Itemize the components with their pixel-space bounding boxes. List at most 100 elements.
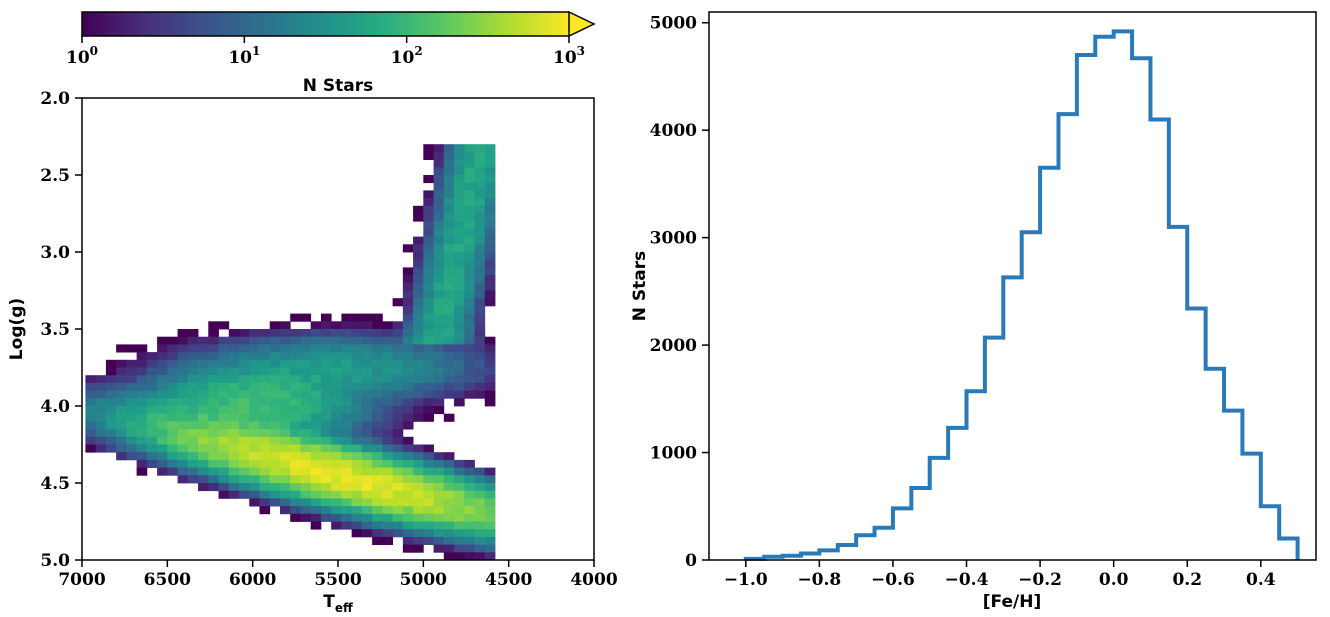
heatmap-cell: [177, 406, 189, 415]
heatmap-cell: [126, 375, 138, 384]
histogram-y-tick-label: 5000: [650, 14, 697, 34]
heatmap-cell: [443, 298, 455, 307]
heatmap-cell: [454, 275, 465, 284]
heatmap-cell: [279, 398, 291, 407]
heatmap-cell: [187, 375, 199, 384]
histogram-panel: −1.0 −0.8 −0.6 −0.4 −0.2 0.0 0.2 0.4 0 1000 2000 3…: [630, 11, 1317, 612]
heatmap-cell: [249, 398, 260, 407]
heatmap-cell: [320, 459, 332, 468]
heatmap-cell: [198, 429, 209, 438]
heatmap-cell: [464, 513, 475, 522]
heatmap-cell: [454, 390, 465, 399]
heatmap-cell: [361, 521, 373, 530]
heatmap-cell: [413, 244, 424, 253]
heatmap-cell: [218, 421, 230, 430]
heatmap-cell: [239, 436, 250, 445]
heatmap-cell: [290, 513, 301, 522]
heatmap-cell: [423, 213, 434, 222]
heatmap-cell: [331, 329, 342, 338]
heatmap-cell: [443, 190, 455, 199]
heatmap-cell: [187, 352, 199, 361]
heatmap-cell: [484, 544, 496, 553]
colorbar-tick-label: 101: [228, 44, 260, 68]
heatmap-cell: [361, 413, 373, 422]
heatmap-cell: [351, 483, 363, 492]
heatmap-cell: [474, 159, 486, 168]
heatmap-cell: [474, 521, 486, 530]
heatmap-cell: [423, 259, 434, 268]
heatmap-cell: [392, 390, 404, 399]
heatmap-cell: [259, 352, 271, 361]
histogram-x-tick-label: −0.4: [945, 570, 989, 590]
heatmap-cell: [218, 444, 230, 453]
heatmap-cell: [136, 398, 148, 407]
heatmap-cell: [228, 359, 240, 368]
heatmap-cell: [361, 529, 373, 538]
heatmap-cell: [402, 329, 414, 338]
heatmap-cell: [433, 159, 445, 168]
heatmap-cell: [433, 506, 445, 515]
heatmap-cell: [464, 536, 475, 545]
heatmap-cell: [167, 382, 178, 391]
heatmap-cell: [392, 475, 404, 484]
heatmap-cell: [413, 521, 424, 530]
heatmap-cell: [269, 367, 281, 376]
heatmap-cell: [290, 421, 301, 430]
heatmap-cell: [177, 421, 189, 430]
heatmap-cell: [228, 436, 240, 445]
heatmap-cell: [146, 444, 158, 453]
heatmap-cell: [105, 421, 117, 430]
heatmap-cell: [136, 406, 148, 415]
heatmap-cell: [228, 429, 240, 438]
heatmap-cell: [402, 452, 414, 461]
heatmap-cell: [433, 459, 445, 468]
heatmap-cell: [228, 413, 240, 422]
heatmap-cell: [341, 359, 353, 368]
heatmap-cell: [484, 236, 496, 245]
heatmap-cell: [259, 359, 271, 368]
heatmap-cell: [341, 406, 353, 415]
heatmap-cell: [146, 421, 158, 430]
heatmap-cell: [474, 236, 486, 245]
heatmap-cell: [208, 452, 219, 461]
heatmap-cell: [361, 467, 373, 476]
heatmap-cell: [402, 344, 414, 353]
heatmap-cell: [464, 344, 475, 353]
heatmap-cell: [484, 205, 496, 214]
heatmap-cell: [310, 367, 322, 376]
heatmap-cell: [85, 421, 97, 430]
heatmap-cell: [126, 444, 138, 453]
heatmap-cell: [474, 282, 486, 291]
heatmap-cell: [372, 506, 383, 515]
heatmap-cell: [484, 359, 496, 368]
heatmap-cell: [167, 375, 178, 384]
heatmap-cell: [146, 429, 158, 438]
heatmap-cell: [331, 390, 342, 399]
heatmap-cell: [464, 475, 475, 484]
heatmap-cell: [423, 151, 434, 160]
heatmap-cell: [279, 459, 291, 468]
heatmap-cell: [392, 382, 404, 391]
heatmap-cell: [361, 421, 373, 430]
heatmap-x-tick-label: 5500: [314, 570, 361, 590]
heatmap-cell: [320, 498, 332, 507]
heatmap-cell: [423, 236, 434, 245]
heatmap-cell: [300, 382, 312, 391]
heatmap-cell: [454, 159, 465, 168]
histogram-frame: [708, 11, 1317, 561]
heatmap-cell: [228, 444, 240, 453]
heatmap-cell: [228, 382, 240, 391]
heatmap-cell: [126, 413, 138, 422]
heatmap-cell: [320, 321, 332, 330]
heatmap-cell: [372, 398, 383, 407]
heatmap-cell: [290, 390, 301, 399]
heatmap-cell: [361, 382, 373, 391]
heatmap-cell: [382, 398, 394, 407]
heatmap-cell: [331, 483, 342, 492]
heatmap-cell: [239, 413, 250, 422]
heatmap-cell: [300, 352, 312, 361]
heatmap-cell: [249, 367, 260, 376]
heatmap-cell: [382, 513, 394, 522]
heatmap-cell: [433, 321, 445, 330]
heatmap-cell: [126, 421, 138, 430]
